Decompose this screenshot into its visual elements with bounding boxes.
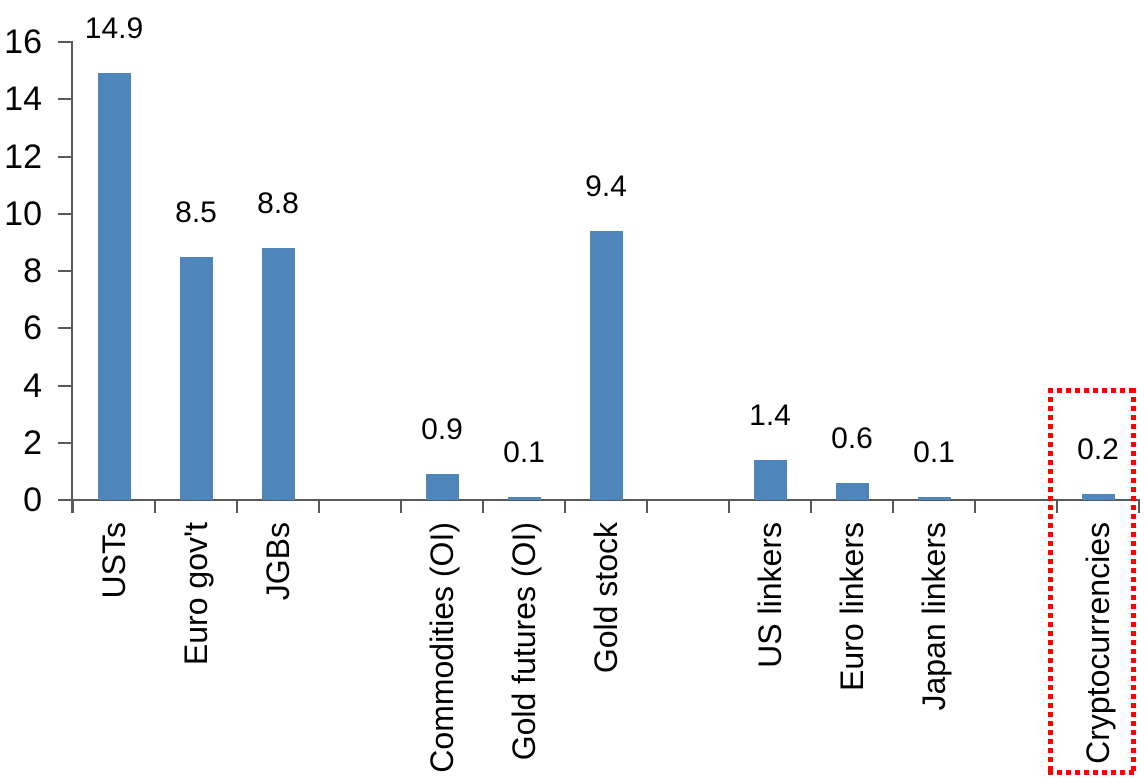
x-tick-mark: [974, 500, 976, 513]
x-tick-mark: [810, 500, 812, 513]
bar: [1081, 494, 1115, 500]
x-tick-mark: [728, 500, 730, 513]
x-tick-mark: [564, 500, 566, 513]
y-axis-tick-label: 14: [4, 80, 42, 119]
bar: [589, 230, 623, 500]
y-tick-mark: [58, 327, 72, 330]
y-tick-mark: [58, 270, 72, 272]
bar-value-label: 1.4: [749, 398, 791, 432]
y-tick-mark: [58, 98, 72, 101]
bar: [425, 474, 459, 500]
y-tick-mark: [58, 41, 72, 43]
highlight-box-edge: [1048, 388, 1136, 393]
bar: [507, 497, 541, 500]
x-tick-mark: [72, 500, 74, 513]
bar-value-label: 0.1: [913, 436, 955, 470]
category-label: Japan linkers: [916, 522, 952, 711]
y-tick-mark: [58, 384, 72, 387]
category-label: Gold futures (OI): [506, 522, 542, 761]
x-tick-mark: [400, 500, 402, 513]
y-axis-tick-label: 10: [4, 194, 42, 233]
x-tick-mark: [1138, 500, 1140, 513]
x-tick-mark: [1056, 500, 1058, 513]
bar-value-label: 8.5: [175, 195, 217, 229]
bar-value-label: 14.9: [84, 12, 144, 46]
bar-value-label: 0.9: [421, 413, 463, 447]
x-tick-mark: [482, 500, 484, 513]
y-axis-line: [71, 41, 73, 513]
category-label: Gold stock: [588, 522, 624, 674]
category-label: Commodities (OI): [424, 522, 460, 773]
category-label: Euro linkers: [834, 522, 870, 691]
y-axis-tick-label: 6: [23, 309, 42, 348]
bar-value-label: 8.8: [257, 187, 299, 221]
highlight-box-edge: [1048, 770, 1136, 775]
bar: [835, 482, 869, 500]
x-tick-mark: [646, 500, 648, 513]
x-tick-mark: [892, 500, 894, 513]
bar: [97, 73, 131, 500]
category-label: Euro gov't: [178, 522, 214, 666]
y-axis-tick-label: 0: [23, 481, 42, 519]
y-axis-tick-label: 2: [23, 423, 42, 462]
bar: [753, 459, 787, 500]
highlight-box-edge: [1131, 388, 1136, 775]
highlight-box-edge: [1048, 388, 1053, 775]
y-axis-tick-label: 8: [23, 252, 42, 290]
x-tick-mark: [318, 500, 320, 513]
category-label: USTs: [96, 522, 132, 599]
bar: [179, 256, 213, 500]
category-label: US linkers: [752, 522, 788, 668]
bar-value-label: 0.2: [1077, 433, 1119, 467]
y-tick-mark: [58, 441, 72, 444]
y-axis-tick-label: 16: [4, 23, 42, 61]
bar-value-label: 9.4: [585, 169, 627, 203]
x-tick-mark: [236, 500, 238, 513]
y-axis-tick-label: 12: [4, 137, 42, 176]
y-tick-mark: [58, 155, 72, 158]
highlight-box: [1048, 388, 1136, 775]
y-tick-mark: [58, 212, 72, 215]
y-axis-tick-label: 4: [23, 366, 42, 405]
x-tick-mark: [154, 500, 156, 513]
bar-value-label: 0.6: [831, 421, 873, 455]
category-label: JGBs: [260, 522, 296, 601]
bar-value-label: 0.1: [503, 436, 545, 470]
bar: [917, 497, 951, 500]
y-tick-mark: [58, 499, 72, 501]
bar: [261, 248, 295, 500]
x-axis-line: [71, 499, 1140, 501]
